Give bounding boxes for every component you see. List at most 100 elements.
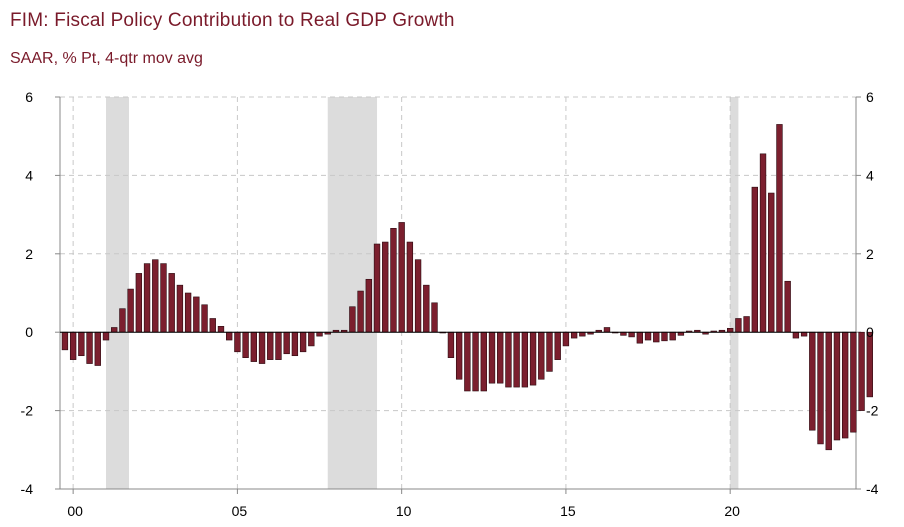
y-tick-label-left: 6 [25, 89, 33, 105]
bar [250, 331, 258, 362]
bar [61, 331, 69, 351]
bar [69, 331, 77, 360]
bar [570, 331, 578, 339]
y-tick-label-left: 2 [25, 246, 33, 262]
bar [78, 331, 85, 357]
bar [480, 331, 487, 392]
bar [644, 331, 652, 341]
bar [858, 331, 865, 411]
bar [414, 259, 422, 333]
bar [759, 153, 767, 333]
chart-subtitle: SAAR, % Pt, 4-qtr mov avg [10, 50, 203, 67]
bar [825, 331, 832, 451]
bar [234, 331, 241, 353]
bar [850, 331, 857, 433]
bar [497, 331, 504, 384]
axes [55, 96, 861, 494]
bar [160, 263, 167, 333]
bar [455, 331, 463, 380]
bar [349, 306, 356, 333]
bar [464, 331, 471, 392]
bar [217, 326, 225, 333]
x-tick-label: 10 [396, 503, 412, 519]
bar [800, 331, 808, 337]
bar [546, 331, 553, 372]
bar [529, 331, 537, 386]
bar [768, 192, 775, 333]
bar [357, 290, 364, 333]
bar [201, 304, 208, 333]
bar [390, 228, 397, 333]
bar [653, 331, 660, 343]
bar [636, 331, 644, 344]
bars [60, 124, 873, 451]
recession-band [105, 97, 129, 489]
recession-shading [105, 97, 739, 489]
x-tick-label: 00 [67, 503, 83, 519]
y-tick-label-right: 0 [866, 324, 874, 340]
y-tick-label-left: -2 [21, 403, 34, 419]
bar [86, 331, 93, 364]
y-tick-label-right: 6 [866, 89, 874, 105]
y-tick-label-right: 2 [866, 246, 874, 262]
bar [513, 331, 520, 388]
chart-title: FIM: Fiscal Policy Contribution to Real … [10, 10, 455, 31]
x-tick-label: 15 [560, 503, 576, 519]
y-tick-label-right: -4 [866, 481, 879, 497]
y-tick-label-left: 4 [25, 167, 33, 183]
bar [267, 331, 274, 360]
bar [488, 331, 496, 384]
bar [661, 331, 668, 342]
bar [809, 331, 816, 431]
bar [226, 331, 233, 341]
y-tick-label-right: -2 [866, 403, 879, 419]
bar [398, 222, 405, 333]
bar [291, 331, 299, 357]
bar [554, 331, 561, 360]
bar [743, 316, 750, 333]
bar [299, 331, 307, 353]
bar [143, 263, 151, 333]
bar [184, 292, 192, 333]
bar [308, 331, 315, 347]
bar [176, 284, 184, 333]
tick-labels: -4 -4-2 -20 02 24 46 600 05 10 15 20 [21, 89, 879, 519]
bar [127, 288, 134, 333]
bar [431, 302, 438, 333]
bar [866, 331, 873, 398]
y-tick-label-left: 0 [25, 324, 33, 340]
bar [472, 331, 479, 392]
bar [751, 186, 758, 333]
bar [168, 273, 175, 333]
bar [111, 327, 118, 333]
bar [423, 284, 430, 333]
bar [735, 318, 742, 333]
bar [776, 124, 783, 333]
y-tick-label-left: -4 [21, 481, 34, 497]
bar [505, 331, 512, 388]
bar [283, 331, 290, 355]
bar [727, 327, 734, 333]
y-tick-label-right: 4 [866, 167, 874, 183]
bar [275, 331, 282, 360]
bar [152, 259, 159, 333]
bar [258, 331, 266, 364]
x-tick-label: 05 [232, 503, 248, 519]
bar [603, 327, 611, 333]
bar [242, 331, 249, 358]
bar [209, 318, 216, 333]
bar [365, 278, 372, 333]
bar [669, 331, 676, 341]
bar [792, 331, 800, 339]
bar [538, 331, 545, 380]
bar [373, 243, 381, 333]
bar [316, 331, 323, 337]
bar [841, 331, 849, 439]
bar [579, 331, 586, 337]
recession-band [730, 97, 739, 489]
x-tick-label: 20 [724, 503, 740, 519]
bar [817, 331, 824, 445]
bar [628, 331, 635, 338]
bar [562, 331, 570, 347]
